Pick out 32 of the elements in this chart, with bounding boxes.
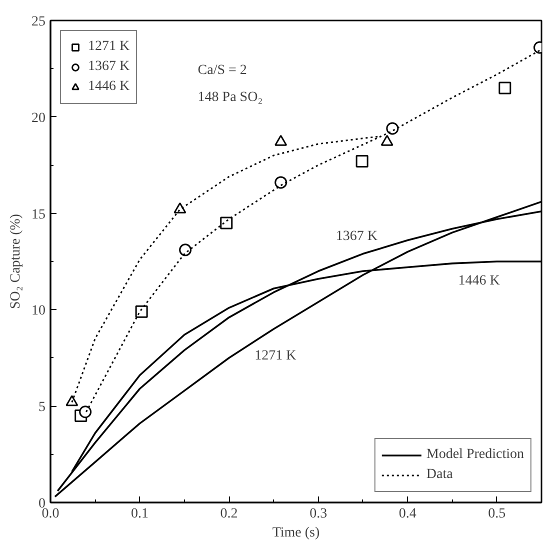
x-tick-label: 0.2: [220, 506, 238, 522]
x-tick-label: 0.1: [131, 506, 149, 522]
annotation: 1446 K: [458, 273, 500, 288]
y-tick-label: 15: [32, 207, 46, 222]
x-tick-label: 0.3: [310, 506, 328, 522]
annotation: Ca/S = 2: [198, 63, 247, 78]
point: [135, 305, 148, 318]
point: [179, 244, 192, 256]
y-tick-label: 10: [32, 304, 46, 319]
point: [274, 176, 288, 189]
y-tick-label: 25: [32, 14, 46, 30]
point: [356, 154, 368, 168]
legend-label: Data: [426, 467, 453, 483]
x-tick-label: 0.5: [488, 506, 506, 522]
y-tick-label: 5: [38, 400, 46, 416]
point: [220, 216, 233, 230]
y-axis-title: SO₂ Capture (%): [8, 214, 24, 310]
point: [386, 122, 399, 135]
legend-label: 1446 K: [88, 79, 130, 95]
y-tick-label: 20: [32, 110, 46, 126]
point: [498, 82, 512, 94]
x-tick-label: 0.0: [42, 506, 60, 522]
annotation: 1367 K: [336, 228, 378, 244]
x-tick-label: 0.4: [398, 506, 416, 522]
legend-label: 1271 K: [88, 39, 130, 55]
annotation: 148 Pa SO₂: [198, 90, 263, 106]
legend-label: 1367 K: [88, 59, 130, 75]
annotation: 1271 K: [254, 348, 296, 364]
x-axis-title: Time (s): [272, 526, 320, 540]
legend-label: Model Prediction: [426, 447, 524, 463]
point: [79, 406, 92, 418]
point: [66, 395, 78, 406]
